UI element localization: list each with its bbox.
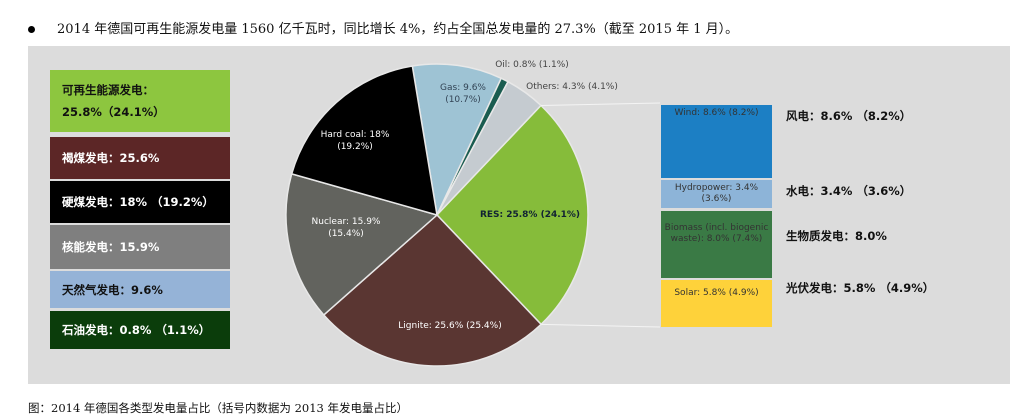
bullet-icon — [28, 26, 35, 33]
legend-box: 褐煤发电：25.6% — [50, 137, 230, 179]
pie-label: Gas: 9.6% — [440, 83, 486, 93]
res-box-label: Hydropower: 3.4% — [674, 183, 759, 193]
legend-box: 天然气发电：9.6% — [50, 271, 230, 308]
legend-box: 核能发电：15.9% — [50, 225, 230, 269]
headline: 2014 年德国可再生能源发电量 1560 亿千瓦时，同比增长 4%，约占全国总… — [28, 18, 738, 37]
pie-label: Oil: 0.8% (1.1%) — [495, 60, 569, 70]
pie-label: Hard coal: 18% — [321, 130, 390, 140]
res-cn-label: 风电：8.6% （8.2%） — [786, 109, 912, 123]
legend-box: 硬煤发电：18% （19.2%） — [50, 181, 230, 223]
pie-label: (10.7%) — [445, 95, 481, 105]
res-cn-label: 生物质发电：8.0% — [786, 229, 887, 243]
res-box-label: waste): 8.0% (7.4%) — [670, 234, 763, 244]
res-box-hydropower: Hydropower: 3.4% (3.6%) — [661, 180, 772, 208]
connector-line — [541, 323, 661, 328]
pie-slice-gas — [411, 63, 503, 218]
headline-text: 2014 年德国可再生能源发电量 1560 亿千瓦时，同比增长 4%，约占全国总… — [57, 22, 739, 37]
res-box-biomass: Biomass (incl. biogenic waste): 8.0% (7.4… — [661, 211, 772, 278]
res-box-label: Wind: 8.6% (8.2%) — [674, 108, 759, 118]
res-box-label: (3.6%) — [701, 194, 732, 204]
pie-label: (19.2%) — [337, 142, 373, 152]
res-box-label: Solar: 5.8% (4.9%) — [674, 288, 759, 298]
pie-label: Nuclear: 15.9% — [312, 217, 381, 227]
connector-line — [540, 102, 661, 107]
res-box-label: Biomass (incl. biogenic — [664, 223, 769, 233]
pie-slice-hard-coal — [290, 65, 438, 217]
pie-slice-lignite — [322, 213, 543, 367]
legend-box: 可再生能源发电：25.8%（24.1%） — [50, 70, 230, 132]
res-box-wind: Wind: 8.6% (8.2%) — [661, 105, 772, 178]
pie-label: Lignite: 25.6% (25.4%) — [398, 321, 501, 331]
pie-slice-nuclear — [285, 172, 439, 316]
res-cn-label: 水电：3.4% （3.6%） — [786, 184, 912, 198]
pie-label: Others: 4.3% (4.1%) — [526, 82, 618, 92]
res-cn-label: 光伏发电：5.8% （4.9%） — [786, 281, 935, 295]
pie-label: RES: 25.8% (24.1%) — [480, 210, 580, 220]
pie-slice-res — [435, 104, 589, 326]
pie-label: (15.4%) — [328, 229, 364, 239]
caption: 图：2014 年德国各类型发电量占比（括号内数据为 2013 年发电量占比） — [28, 401, 408, 415]
res-box-solar: Solar: 5.8% (4.9%) — [661, 280, 772, 327]
legend-box: 石油发电：0.8% （1.1%） — [50, 311, 230, 349]
